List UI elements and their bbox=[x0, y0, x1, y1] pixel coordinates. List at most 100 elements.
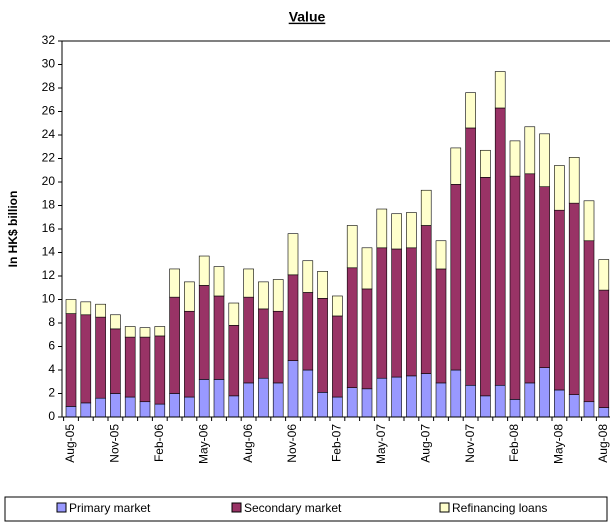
bar-segment bbox=[169, 296, 180, 394]
bar-segment bbox=[554, 209, 565, 391]
x-tick-label: May-06 bbox=[196, 424, 210, 464]
bar-segment bbox=[568, 202, 580, 395]
bar-segment bbox=[435, 240, 447, 270]
bar-segment bbox=[228, 325, 240, 397]
bar-segment bbox=[258, 308, 269, 379]
bar-segment bbox=[465, 92, 476, 129]
bar-segment bbox=[420, 373, 432, 418]
bar-segment bbox=[346, 267, 358, 388]
bar-segment bbox=[583, 240, 595, 403]
bar-segment bbox=[420, 189, 432, 226]
legend-label: Refinancing loans bbox=[452, 501, 547, 515]
bar-segment bbox=[598, 407, 610, 418]
legend-box bbox=[4, 496, 608, 522]
bar-segment bbox=[554, 389, 565, 418]
x-tick-label: May-08 bbox=[552, 424, 566, 464]
bar-segment bbox=[95, 397, 106, 418]
bar-segment bbox=[598, 259, 610, 291]
legend-swatch bbox=[439, 502, 450, 513]
bar-segment bbox=[184, 396, 195, 418]
x-tick-label: Nov-06 bbox=[285, 424, 299, 463]
bar-segment bbox=[435, 382, 447, 418]
bar-segment bbox=[568, 394, 580, 418]
bar-segment bbox=[539, 186, 550, 368]
bar-segment bbox=[391, 376, 402, 418]
bar-segment bbox=[509, 175, 521, 400]
bar-segment bbox=[110, 314, 121, 330]
bar-segment bbox=[406, 247, 417, 377]
bar-segment bbox=[287, 360, 299, 418]
bar-segment bbox=[480, 177, 491, 397]
bar-segment bbox=[465, 384, 476, 418]
bar-segment bbox=[213, 266, 225, 297]
bar-segment bbox=[554, 165, 565, 211]
y-tick-label: 6 bbox=[48, 339, 55, 353]
bar-segment bbox=[361, 388, 373, 418]
bar-segment bbox=[65, 313, 77, 407]
y-tick-label: 24 bbox=[42, 127, 56, 141]
bar-segment bbox=[317, 392, 328, 418]
bar-segment bbox=[524, 126, 536, 175]
bar-segment bbox=[539, 367, 550, 418]
bar-segment bbox=[583, 200, 595, 242]
bar-segment bbox=[568, 157, 580, 204]
bar-segment bbox=[524, 173, 536, 384]
bar-segment bbox=[494, 384, 506, 418]
y-tick-label: 22 bbox=[42, 151, 56, 165]
y-tick-label: 12 bbox=[42, 268, 56, 282]
bar-segment bbox=[391, 213, 402, 250]
bar-segment bbox=[509, 140, 521, 177]
bar-segment bbox=[80, 314, 92, 404]
x-tick-label: Aug-06 bbox=[241, 424, 255, 463]
bar-segment bbox=[302, 292, 314, 371]
bar-segment bbox=[450, 184, 462, 371]
legend-label: Primary market bbox=[69, 501, 151, 515]
bar-segment bbox=[213, 295, 225, 380]
bar-segment bbox=[539, 133, 550, 187]
bar-segment bbox=[346, 387, 358, 418]
x-tick-label: Feb-06 bbox=[152, 424, 166, 462]
x-tick-label: Aug-05 bbox=[63, 424, 77, 463]
bar-segment bbox=[302, 369, 314, 418]
bar-segment bbox=[154, 403, 166, 418]
bar-segment bbox=[213, 379, 225, 418]
bar-segment bbox=[272, 382, 284, 418]
bar-segment bbox=[494, 107, 506, 386]
y-tick-label: 16 bbox=[42, 221, 56, 235]
bar-segment bbox=[139, 327, 151, 338]
legend-swatch bbox=[56, 502, 67, 513]
bar-segment bbox=[509, 399, 521, 418]
legend-label: Secondary market bbox=[244, 501, 342, 515]
bar-segment bbox=[258, 281, 269, 310]
y-tick-label: 10 bbox=[42, 292, 56, 306]
bar-segment bbox=[95, 303, 106, 318]
legend-swatch bbox=[231, 502, 242, 513]
bar-segment bbox=[124, 326, 136, 338]
bar-segment bbox=[272, 279, 284, 312]
bar-segment bbox=[65, 299, 77, 314]
bar-segment bbox=[494, 71, 506, 109]
bar-segment bbox=[391, 248, 402, 378]
bar-segment bbox=[376, 208, 388, 249]
bar-segment bbox=[450, 369, 462, 418]
bar-segment bbox=[110, 393, 121, 418]
x-tick-label: Feb-08 bbox=[507, 424, 521, 462]
y-tick-label: 14 bbox=[42, 245, 56, 259]
chart-title: Value bbox=[289, 9, 326, 25]
bar-segment bbox=[406, 212, 417, 249]
bar-segment bbox=[198, 379, 210, 418]
bar-segment bbox=[361, 288, 373, 390]
bar-segment bbox=[110, 328, 121, 394]
x-tick-label: Aug-08 bbox=[596, 424, 610, 463]
bar-segment bbox=[420, 225, 432, 374]
bar-segment bbox=[95, 316, 106, 399]
bar-segment bbox=[139, 401, 151, 418]
y-tick-label: 8 bbox=[48, 315, 55, 329]
x-tick-label: May-07 bbox=[374, 424, 388, 464]
x-tick-label: Feb-07 bbox=[330, 424, 344, 462]
y-tick-label: 32 bbox=[42, 33, 56, 47]
bar-segment bbox=[169, 393, 180, 418]
bar-segment bbox=[287, 274, 299, 361]
bar-segment bbox=[450, 147, 462, 185]
